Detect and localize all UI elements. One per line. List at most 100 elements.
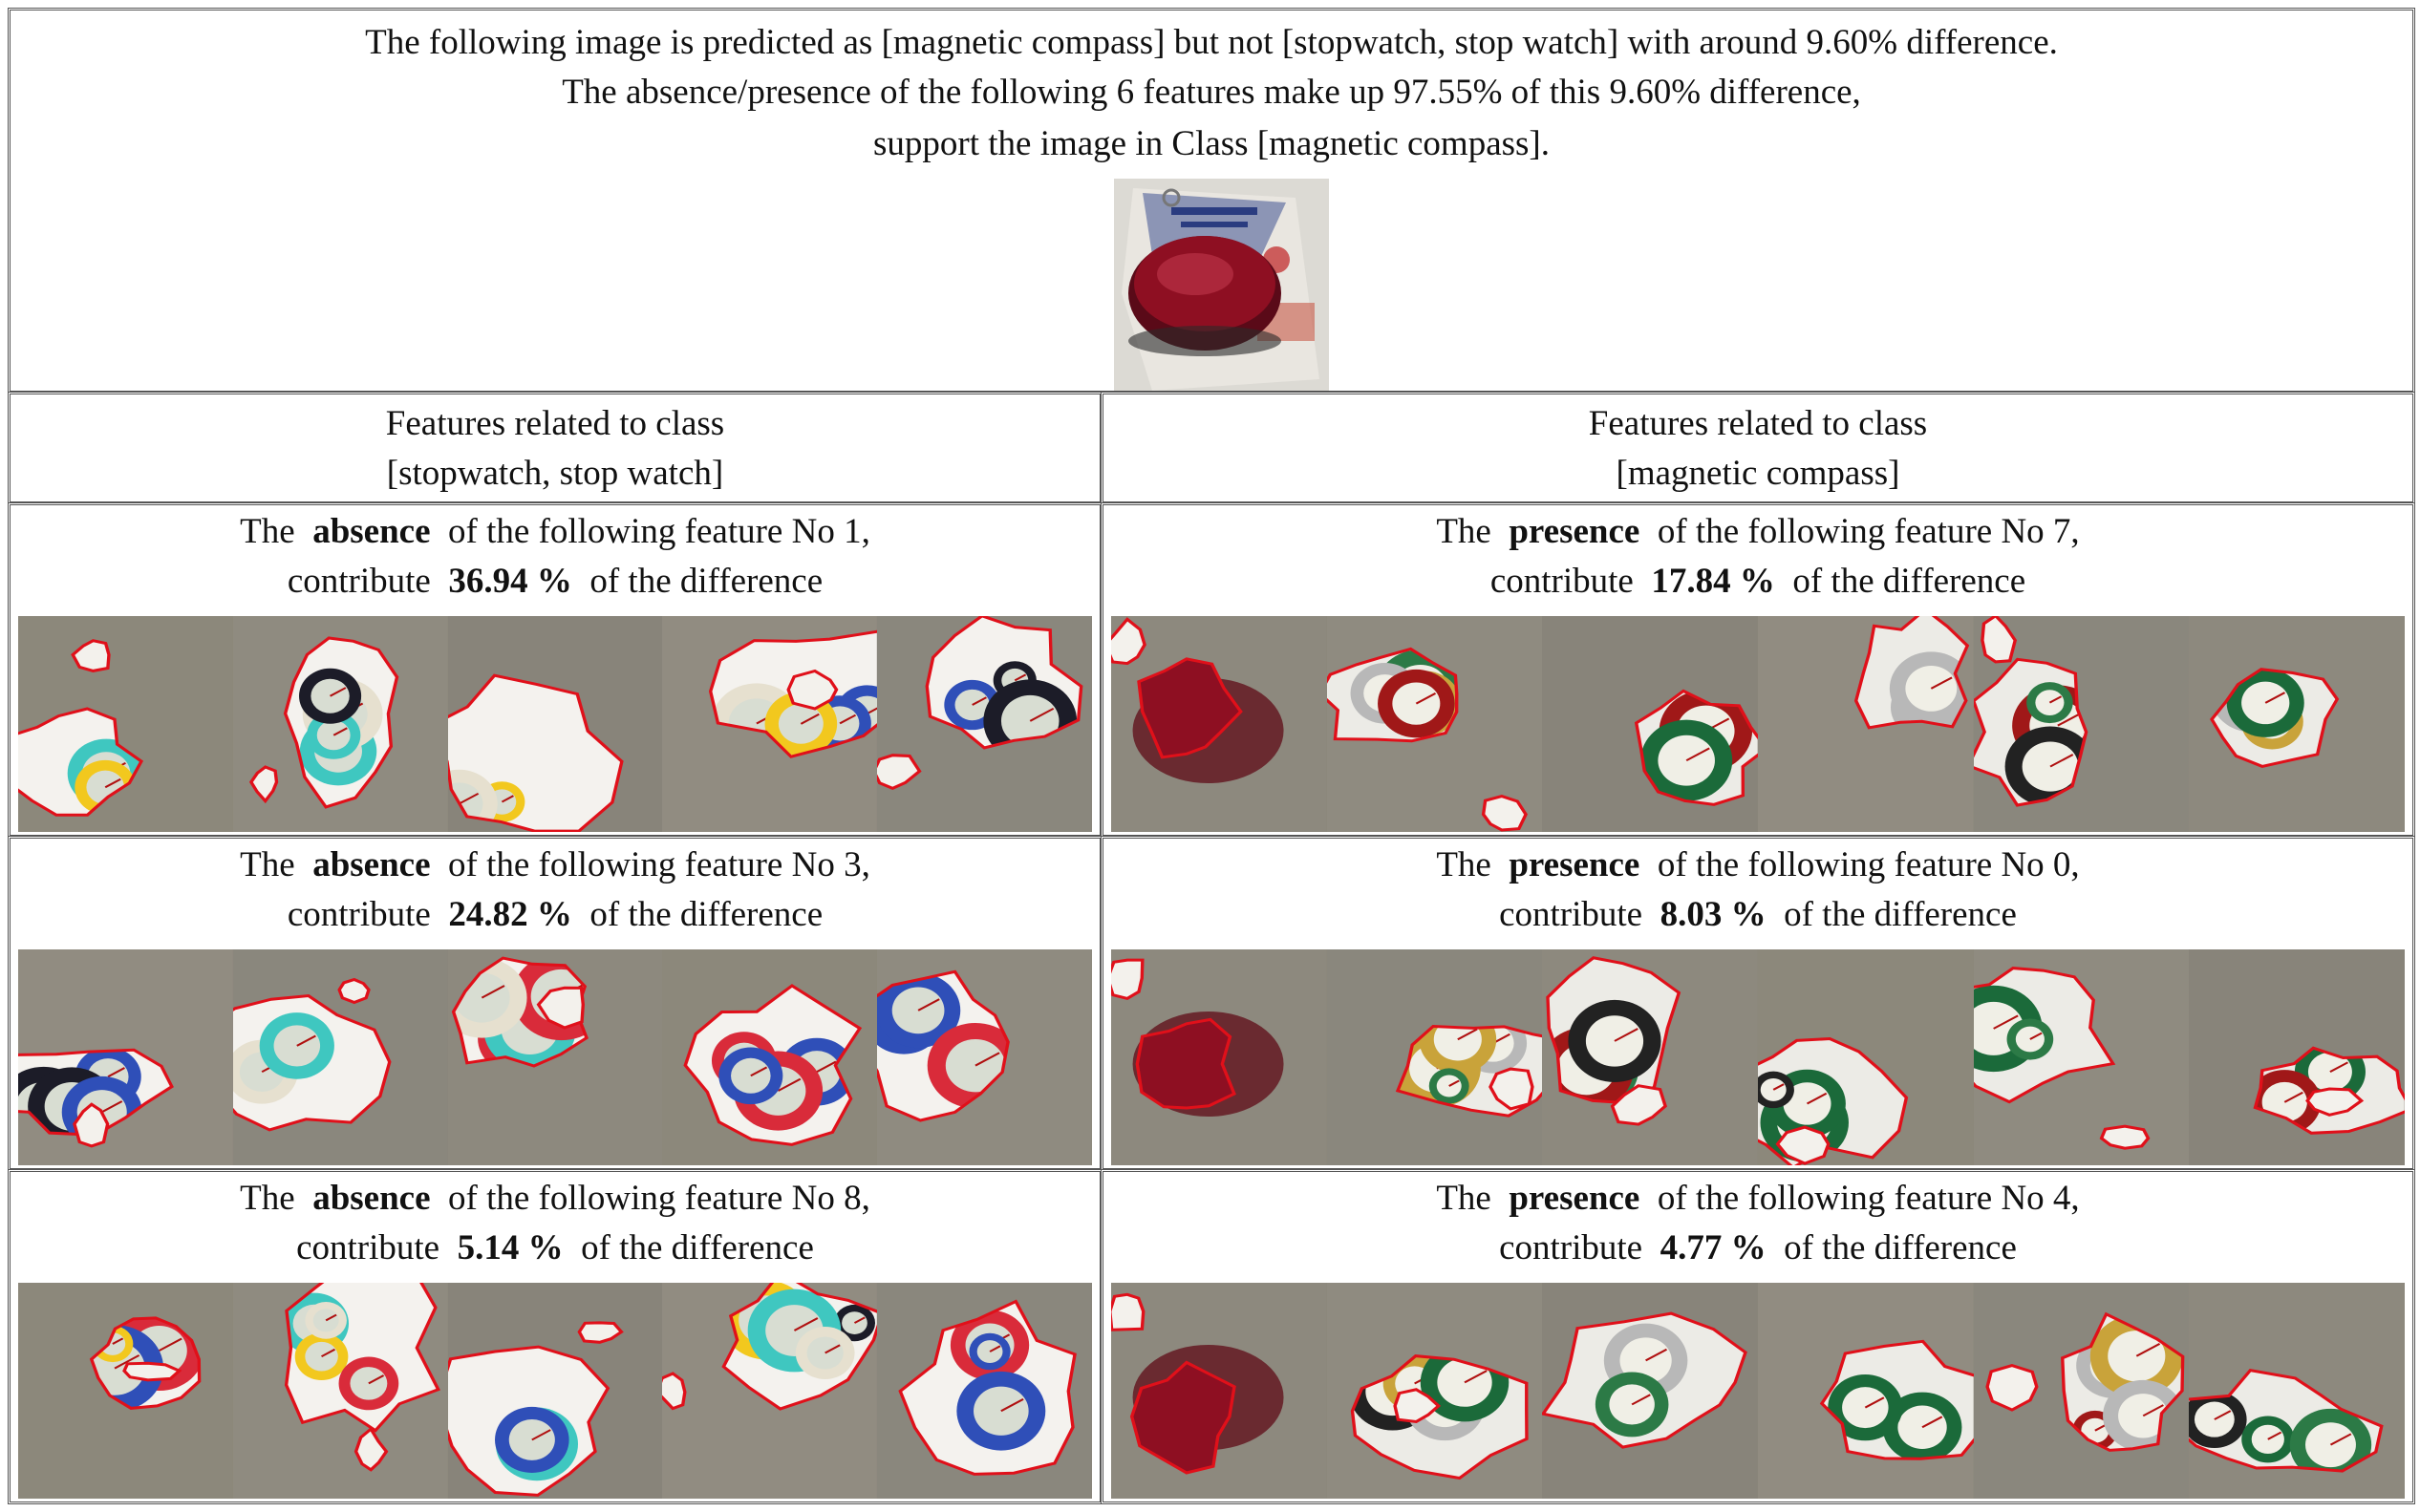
feature-example-image <box>662 616 877 832</box>
feature-example-graphic <box>1111 949 1327 1165</box>
feature-sentence-line-2: contribute 8.03 % of the difference <box>1103 890 2412 940</box>
word-the: The <box>240 512 295 551</box>
feature-example-graphic <box>18 1283 233 1499</box>
contribution-percent: 17.84 % <box>1651 562 1775 601</box>
feature-sentence-line-1: The presence of the following feature No… <box>1103 1174 2412 1224</box>
feature-example-graphic <box>1758 616 1974 832</box>
feature-example-graphic <box>448 1283 663 1499</box>
feature-cell-compass: The presence of the following feature No… <box>1101 836 2415 1171</box>
feature-example-image <box>1974 616 2190 832</box>
feature-example-image <box>2189 616 2405 832</box>
feature-example-graphic <box>18 949 233 1165</box>
feature-example-image <box>1758 949 1974 1165</box>
feature-example-graphic <box>877 616 1092 832</box>
header-line-2: The absence/presence of the following 6 … <box>11 68 2412 117</box>
feature-example-graphic <box>1111 616 1327 832</box>
column-header-stopwatch-line-1: Features related to class <box>11 399 1100 449</box>
feature-image-strip <box>1111 616 2405 832</box>
feature-example-graphic <box>662 949 877 1165</box>
feature-example-image <box>1974 949 2190 1165</box>
feature-example-graphic <box>233 616 448 832</box>
feature-number: 7, <box>2053 512 2080 551</box>
feature-example-image <box>233 1283 448 1499</box>
feature-image-strip <box>18 616 1092 832</box>
feature-example-graphic <box>1974 616 2190 832</box>
feature-kind: presence <box>1509 1179 1639 1218</box>
feature-sentence-line-2: contribute 4.77 % of the difference <box>1103 1224 2412 1273</box>
header-line-1: The following image is predicted as [mag… <box>11 18 2412 68</box>
feature-cell-stopwatch: The absence of the following feature No … <box>8 502 1103 838</box>
contribution-percent: 24.82 % <box>448 895 572 934</box>
feature-cell-compass: The presence of the following feature No… <box>1101 502 2415 838</box>
feature-example-graphic <box>1758 949 1974 1165</box>
feature-example-image <box>448 616 663 832</box>
contribution-percent: 8.03 % <box>1660 895 1767 934</box>
feature-example-graphic <box>662 616 877 832</box>
phrase-of-following: of the following feature No <box>448 512 835 551</box>
column-header-stopwatch-line-2: [stopwatch, stop watch] <box>11 449 1100 499</box>
feature-number: 4, <box>2053 1179 2080 1218</box>
feature-example-image <box>18 1283 233 1499</box>
feature-sentence-line-1: The absence of the following feature No … <box>11 507 1100 557</box>
feature-number: 0, <box>2053 845 2080 884</box>
contribution-percent: 36.94 % <box>448 562 572 601</box>
header-line-3: support the image in Class [magnetic com… <box>11 119 2412 169</box>
feature-cell-stopwatch: The absence of the following feature No … <box>8 836 1103 1171</box>
phrase-of-difference: of the difference <box>589 562 823 601</box>
feature-image-strip <box>18 1283 1092 1499</box>
feature-example-image <box>1542 1283 1758 1499</box>
word-the: The <box>240 1179 295 1218</box>
word-contribute: contribute <box>1499 1228 1642 1267</box>
column-header-compass-line-1: Features related to class <box>1103 399 2412 449</box>
query-image <box>1114 179 1329 391</box>
feature-example-graphic <box>448 616 663 832</box>
feature-example-image <box>448 949 663 1165</box>
word-contribute: contribute <box>296 1228 439 1267</box>
feature-kind: absence <box>312 845 430 884</box>
feature-example-graphic <box>1974 949 2190 1165</box>
feature-example-image <box>448 1283 663 1499</box>
phrase-of-difference: of the difference <box>1784 1228 2017 1267</box>
feature-example-graphic <box>18 616 233 832</box>
header-cell: The following image is predicted as [mag… <box>8 8 2415 394</box>
feature-cell-stopwatch: The absence of the following feature No … <box>8 1169 1103 1504</box>
feature-example-image <box>877 949 1092 1165</box>
column-header-stopwatch: Features related to class [stopwatch, st… <box>8 392 1103 504</box>
phrase-of-difference: of the difference <box>581 1228 814 1267</box>
feature-example-graphic <box>877 1283 1092 1499</box>
feature-cell-compass: The presence of the following feature No… <box>1101 1169 2415 1504</box>
feature-example-image <box>1542 616 1758 832</box>
feature-example-graphic <box>877 949 1092 1165</box>
feature-example-graphic <box>2189 616 2405 832</box>
feature-example-graphic <box>2189 1283 2405 1499</box>
phrase-of-following: of the following feature No <box>1658 512 2045 551</box>
feature-example-graphic <box>233 1283 448 1499</box>
word-contribute: contribute <box>288 895 431 934</box>
phrase-of-following: of the following feature No <box>1658 845 2045 884</box>
feature-number: 8, <box>844 1179 870 1218</box>
feature-example-image <box>1111 949 1327 1165</box>
word-contribute: contribute <box>1490 562 1634 601</box>
feature-example-image <box>1111 1283 1327 1499</box>
word-contribute: contribute <box>1499 895 1642 934</box>
feature-example-image <box>18 949 233 1165</box>
feature-sentence-line-2: contribute 36.94 % of the difference <box>11 557 1100 607</box>
contribution-percent: 4.77 % <box>1660 1228 1767 1267</box>
phrase-of-difference: of the difference <box>1784 895 2017 934</box>
feature-sentence-line-2: contribute 24.82 % of the difference <box>11 890 1100 940</box>
feature-example-image <box>2189 949 2405 1165</box>
feature-example-image <box>1974 1283 2190 1499</box>
phrase-of-difference: of the difference <box>1792 562 2025 601</box>
feature-kind: presence <box>1509 512 1639 551</box>
feature-example-graphic <box>448 949 663 1165</box>
phrase-of-difference: of the difference <box>589 895 823 934</box>
feature-image-strip <box>1111 949 2405 1165</box>
phrase-of-following: of the following feature No <box>448 845 835 884</box>
feature-example-image <box>18 616 233 832</box>
feature-example-graphic <box>662 1283 877 1499</box>
feature-number: 1, <box>844 512 870 551</box>
feature-example-image <box>233 949 448 1165</box>
feature-example-image <box>1327 1283 1543 1499</box>
feature-example-graphic <box>233 949 448 1165</box>
feature-example-graphic <box>1542 616 1758 832</box>
